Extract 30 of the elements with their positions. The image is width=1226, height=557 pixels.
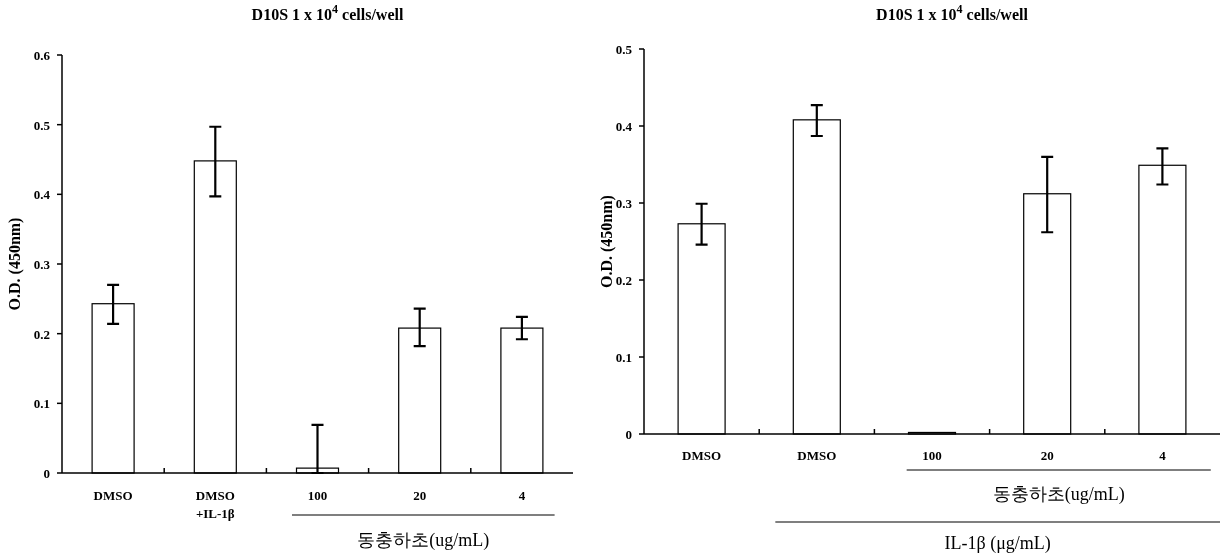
y-tick-label: 0.2 <box>615 273 632 288</box>
x-tick-label: 4 <box>1159 448 1167 463</box>
y-tick-label: 0.2 <box>33 326 50 342</box>
y-tick-label: 0.4 <box>615 119 633 134</box>
y-tick-label: 0.5 <box>33 117 51 133</box>
x-tick-label: 20 <box>413 488 427 503</box>
y-tick-label: 0 <box>43 466 50 481</box>
x-tick-label: DMSO <box>93 488 133 503</box>
x-tick-label: DMSO +IL-1β <box>195 488 235 521</box>
text: 동충하초(ug/mL) <box>992 484 1125 505</box>
x-tick-label: 20 <box>1040 448 1054 463</box>
y-tick-label: 0.5 <box>615 42 633 57</box>
y-tick-label: 0.3 <box>615 196 633 211</box>
x-tick-label: 100 <box>307 488 328 503</box>
y-axis-title: O.D. (450nm) <box>598 195 616 288</box>
y-tick-label: 0.1 <box>615 350 632 365</box>
chart-title: D10S 1 x 10$^{4}$ cells/well <box>251 2 404 23</box>
x-tick-label: 100 <box>922 448 942 463</box>
y-tick-label: 0 <box>625 427 632 442</box>
y-axis-title: O.D. (450nm) <box>6 217 24 311</box>
x-tick-label: 4 <box>518 488 526 503</box>
x-tick-label: DMSO <box>682 448 722 463</box>
x-tick-label: DMSO <box>797 448 837 463</box>
chart-title: D10S 1 x 10$^{4}$ cells/well <box>876 2 1029 23</box>
text: IL-1β (μg/mL) <box>944 533 1051 554</box>
y-tick-label: 0.4 <box>33 187 51 203</box>
text: 동충하초(ug/mL) <box>357 530 490 551</box>
y-tick-label: 0.6 <box>33 48 51 63</box>
y-tick-label: 0.3 <box>33 257 51 272</box>
y-tick-label: 0.1 <box>33 396 50 412</box>
